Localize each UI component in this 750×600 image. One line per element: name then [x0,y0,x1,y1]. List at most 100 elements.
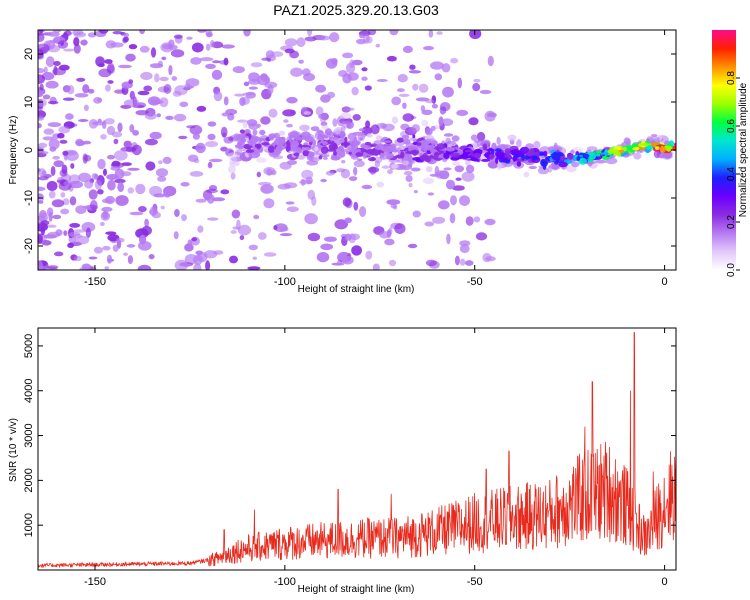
x-tick-label: 0 [662,576,668,588]
spectrogram-noise-blob [165,115,174,120]
snr-plot-area [38,332,676,569]
spectrogram-noise-blob [388,259,397,267]
spectrogram-halo-blob [421,119,429,127]
spectrogram-noise-blob [72,30,84,36]
spectrogram-halo-blob [537,166,550,175]
spectrogram-noise-blob [223,96,229,106]
spectrogram-ridge-blob [558,161,568,168]
spectrogram-ridge-blob [353,136,358,143]
spectrogram-noise-blob [67,242,74,248]
spectrogram-noise-blob [154,73,160,83]
spectrogram-halo-blob [325,170,335,176]
spectrogram-ridge-blob [259,129,266,136]
spectrogram-halo-blob [516,139,522,148]
spectrogram-noise-blob [139,45,150,53]
spectrogram-noise-blob [316,35,331,41]
spectrogram-noise-blob [126,244,136,248]
spectrogram-noise-blob [82,153,88,164]
spectrogram-noise-blob [472,83,481,92]
spectrogram-noise-blob [427,192,435,196]
spectrogram-halo-blob [594,159,607,164]
spectrogram-noise-blob [199,57,214,62]
spectrogram-noise-blob [398,93,410,97]
spectrogram-noise-blob [47,31,60,37]
spectrogram-noise-blob [193,263,202,270]
colorbar-tick-label: 0.4 [726,167,737,181]
spectrogram-noise-blob [94,179,103,190]
spectrogram-noise-blob [76,77,86,82]
spectrogram-halo-blob [341,160,346,164]
spectrogram-noise-blob [104,266,110,270]
spectrogram-ridge-blob [246,149,255,153]
spectrogram-ridge-blob [391,143,397,150]
spectrogram-noise-blob [324,236,337,242]
spectrogram-noise-blob [436,31,443,35]
spectrogram-noise-blob [137,264,152,270]
spectrogram-halo-blob [299,124,310,131]
spectrogram-halo-blob [318,114,323,119]
spectrogram-ridge-blob [650,142,658,147]
spectrogram-noise-blob [315,106,324,116]
spectrogram-ridge-blob [488,153,495,159]
spectrogram-ridge-blob [339,150,346,158]
spectrogram-noise-blob [342,52,354,59]
spectrogram-noise-blob [168,65,173,76]
spectrogram-noise-blob [384,238,395,246]
spectrogram-noise-blob [338,70,348,77]
spectrogram-halo-blob [333,127,342,135]
spectrogram-noise-blob [349,59,355,68]
spectrogram-noise-blob [425,259,437,267]
spectrogram-noise-blob [52,67,66,76]
spectrogram-noise-blob [90,200,98,211]
spectrogram-noise-blob [280,233,293,237]
spectrogram-noise-blob [78,172,91,183]
spectrogram-halo-blob [339,112,352,120]
spectrogram-noise-blob [205,260,211,270]
spectrogram-noise-blob [59,169,68,177]
spectrogram-ridge-blob [355,148,362,152]
colorbar: 0.0 0.2 0.4 0.6 0.8 Normalized spectral ampl… [712,30,749,277]
spectrogram-noise-blob [149,185,163,197]
spectrogram-noise-blob [479,89,492,95]
spectrogram-noise-blob [207,161,213,169]
spectrogram-noise-blob [260,184,275,194]
spectrogram-ridge-blob [383,140,392,143]
chart-title: PAZ1.2025.329.20.13.G03 [273,2,439,18]
spectrogram-halo-blob [533,140,541,150]
spectrogram-noise-blob [273,225,278,231]
spectrogram-noise-blob [223,57,229,66]
x-tick-label: -50 [467,576,483,588]
spectrogram-noise-blob [133,99,140,108]
spectrogram-noise-blob [345,107,355,111]
spectrogram-y-ticks: -20 -10 0 10 20 [23,48,676,254]
spectrogram-noise-blob [315,84,327,93]
spectrogram-noise-blob [347,72,359,81]
spectrogram-noise-blob [475,232,488,241]
spectrogram-noise-blob [459,195,470,207]
y-tick-label: 0 [23,147,35,153]
spectrogram-noise-blob [284,38,298,47]
spectrogram-noise-blob [248,244,258,251]
spectrogram-ridge-blob [359,137,363,141]
snr-series-line [38,332,676,569]
spectrogram-noise-blob [127,187,135,194]
spectrogram-ridge-blob [559,155,566,161]
spectrogram-noise-blob [327,91,336,99]
spectrogram-ridge-blob [446,147,455,152]
spectrogram-ridge-blob [301,144,309,148]
spectrogram-halo-blob [523,171,530,178]
spectrogram-noise-blob [41,240,52,246]
spectrogram-noise-blob [344,217,352,224]
spectrogram-halo-blob [496,136,501,145]
spectrogram-ridge-blob [464,149,474,153]
spectrogram-ridge-blob [640,143,650,146]
spectrogram-ridge-blob [461,153,469,160]
colorbar-tick-label: 0.8 [726,71,737,85]
spectrogram-ridge-blob [348,151,352,155]
spectrogram-noise-blob [220,126,228,138]
spectrogram-noise-blob [46,180,58,192]
spectrogram-noise-blob [186,125,196,129]
spectrogram-noise-blob [189,171,204,177]
spectrogram-ridge-blob [504,150,511,155]
spectrogram-halo-blob [306,160,319,166]
